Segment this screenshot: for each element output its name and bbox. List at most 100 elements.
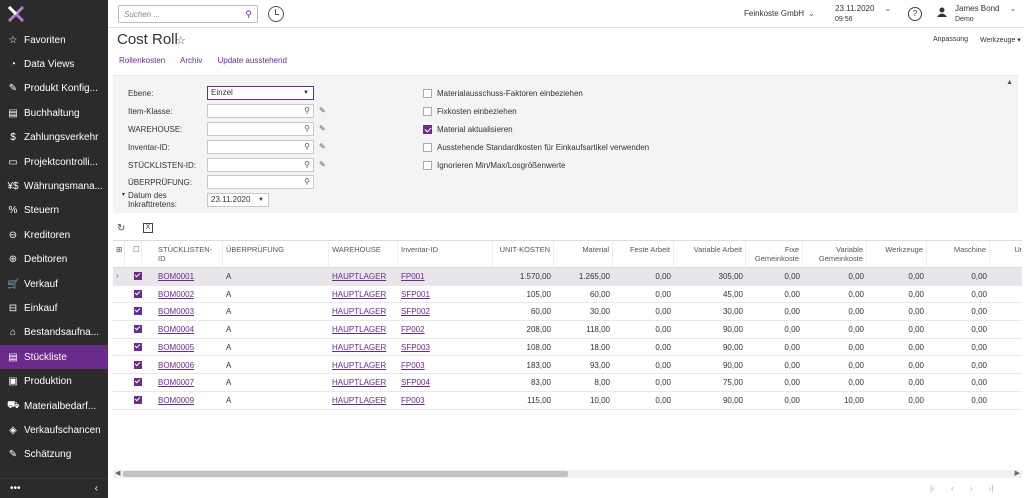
table-cell[interactable]: SFP003 bbox=[401, 342, 430, 352]
table-row[interactable]: BOM0009 A HAUPTLAGER FP003 115,00 10,00 0,00 90… bbox=[113, 392, 1022, 410]
row-checkbox[interactable] bbox=[134, 360, 142, 369]
sidebar-item-produkt-konfig[interactable]: ✎ Produkt Konfig... bbox=[0, 77, 108, 101]
column-header[interactable]: Variable Gemeinkoste bbox=[803, 241, 867, 268]
table-row[interactable]: › BOM0001 A HAUPTLAGER FP001 1.570,00 1.265,00… bbox=[113, 268, 1022, 286]
row-selector-icon[interactable]: ⊞ bbox=[113, 241, 125, 268]
date-selector[interactable]: 23.11.2020 ⌄ 09:56 bbox=[835, 4, 891, 25]
search-icon[interactable]: ⚲ bbox=[245, 9, 252, 19]
option-checkbox[interactable] bbox=[423, 89, 432, 98]
row-checkbox[interactable] bbox=[134, 378, 142, 387]
collapse-sidebar-icon[interactable]: ‹ bbox=[94, 483, 98, 494]
table-cell[interactable]: BOM0003 bbox=[158, 307, 195, 317]
sidebar-item-produktion[interactable]: ▣ Produktion bbox=[0, 369, 108, 393]
row-checkbox[interactable] bbox=[134, 289, 142, 298]
table-cell[interactable]: SFP004 bbox=[401, 378, 430, 388]
table-cell[interactable]: BOM0009 bbox=[158, 395, 195, 405]
warehouse-field[interactable]: ⚲ bbox=[207, 122, 314, 136]
table-cell[interactable]: HAUPTLAGER bbox=[332, 360, 387, 370]
edit-icon[interactable]: ✎ bbox=[319, 160, 326, 169]
item-class-field[interactable]: ⚲ bbox=[207, 104, 314, 118]
lookup-icon[interactable]: ⚲ bbox=[304, 106, 310, 115]
update-pending-button[interactable]: Update ausstehend bbox=[217, 56, 287, 65]
tools-menu-button[interactable]: Werkzeuge ▾ bbox=[980, 37, 1021, 44]
sidebar-item-schätzung[interactable]: ✎ Schätzung bbox=[0, 443, 108, 467]
sidebar-item-währungsmana[interactable]: ¥$ Währungsmana... bbox=[0, 174, 108, 198]
table-row[interactable]: BOM0004 A HAUPTLAGER FP002 208,00 118,00 0,00 9… bbox=[113, 321, 1022, 339]
lookup-icon[interactable]: ⚲ bbox=[304, 177, 310, 186]
history-icon[interactable] bbox=[268, 6, 284, 22]
table-cell[interactable]: HAUPTLAGER bbox=[332, 342, 387, 352]
edit-icon[interactable]: ✎ bbox=[319, 142, 326, 151]
table-row[interactable]: BOM0006 A HAUPTLAGER FP003 183,00 93,00 0,00 90… bbox=[113, 357, 1022, 375]
scroll-left-icon[interactable]: ◀ bbox=[115, 470, 121, 477]
column-header[interactable]: ÜBERPRÜFUNG bbox=[223, 241, 329, 268]
column-header[interactable]: Werkzeuge bbox=[867, 241, 927, 268]
sidebar-item-einkauf[interactable]: ⊟ Einkauf bbox=[0, 296, 108, 320]
sidebar-item-kreditoren[interactable]: ⊖ Kreditoren bbox=[0, 223, 108, 247]
table-cell[interactable]: SFP001 bbox=[401, 289, 430, 299]
table-cell[interactable]: FP003 bbox=[401, 395, 425, 405]
option-checkbox[interactable] bbox=[423, 161, 432, 170]
table-cell[interactable]: HAUPTLAGER bbox=[332, 272, 387, 281]
lookup-icon[interactable]: ⚲ bbox=[304, 142, 310, 151]
option-checkbox[interactable] bbox=[423, 125, 432, 134]
sidebar-item-verkauf[interactable]: 🛒 Verkauf bbox=[0, 272, 108, 296]
archive-button[interactable]: Archiv bbox=[180, 56, 203, 65]
column-header[interactable]: Feste Arbeit bbox=[613, 241, 674, 268]
table-row[interactable]: BOM0007 A HAUPTLAGER SFP004 83,00 8,00 0,00 75,… bbox=[113, 374, 1022, 392]
help-icon[interactable]: ? bbox=[908, 7, 922, 21]
table-cell[interactable]: HAUPTLAGER bbox=[332, 325, 387, 335]
scroll-right-icon[interactable]: ▶ bbox=[1014, 470, 1020, 477]
lookup-icon[interactable]: ⚲ bbox=[304, 124, 310, 133]
sidebar-item-stückliste[interactable]: ▤ Stückliste bbox=[0, 345, 108, 370]
pager[interactable]: |‹ ‹ › ›| bbox=[930, 484, 994, 493]
table-cell[interactable]: BOM0001 bbox=[158, 272, 195, 281]
table-cell[interactable]: FP001 bbox=[401, 272, 425, 281]
sidebar-item-materialbedarf[interactable]: ⛟ Materialbedarf... bbox=[0, 394, 108, 418]
table-cell[interactable]: BOM0007 bbox=[158, 378, 195, 388]
table-cell[interactable]: BOM0002 bbox=[158, 289, 195, 299]
user-menu[interactable]: James Bond ⌄ Demo bbox=[937, 4, 1016, 25]
column-header[interactable]: Untervertrag bbox=[990, 241, 1022, 268]
search-input[interactable]: Suchen ... ⚲ bbox=[118, 5, 258, 23]
row-checkbox[interactable] bbox=[134, 272, 142, 280]
table-cell[interactable]: FP003 bbox=[401, 360, 425, 370]
revision-field[interactable]: ⚲ bbox=[207, 175, 314, 189]
calendar-dropdown-icon[interactable]: ▼ bbox=[258, 197, 264, 203]
column-header[interactable]: Fixe Gemeinkoste bbox=[746, 241, 803, 268]
app-logo[interactable] bbox=[0, 0, 108, 28]
table-cell[interactable]: BOM0005 bbox=[158, 342, 195, 352]
table-row[interactable]: BOM0002 A HAUPTLAGER SFP001 105,00 60,00 0,00 4… bbox=[113, 286, 1022, 304]
column-header[interactable]: Material bbox=[554, 241, 613, 268]
table-cell[interactable]: HAUPTLAGER bbox=[332, 378, 387, 388]
table-row[interactable]: BOM0003 A HAUPTLAGER SFP002 60,00 30,00 0,00 30… bbox=[113, 303, 1022, 322]
more-icon[interactable]: ••• bbox=[10, 483, 21, 494]
sidebar-item-steuern[interactable]: % Steuern bbox=[0, 199, 108, 223]
favorite-star-icon[interactable]: ☆ bbox=[176, 35, 186, 47]
company-selector[interactable]: Feinkoste GmbH ⌄ bbox=[744, 9, 815, 18]
table-cell[interactable]: HAUPTLAGER bbox=[332, 307, 387, 317]
column-header[interactable]: STÜCKLISTEN-ID bbox=[155, 241, 223, 268]
row-checkbox[interactable] bbox=[134, 395, 142, 404]
row-checkbox[interactable] bbox=[134, 307, 142, 316]
column-header[interactable]: WAREHOUSE bbox=[329, 241, 398, 268]
sidebar-item-bestandsaufna[interactable]: ⌂ Bestandsaufna... bbox=[0, 321, 108, 345]
sidebar-item-debitoren[interactable]: ⊕ Debitoren bbox=[0, 248, 108, 272]
refresh-icon[interactable]: ↻ bbox=[117, 223, 126, 234]
select-all-checkbox[interactable]: ☐ bbox=[130, 241, 142, 268]
sidebar-item-projektcontrolli[interactable]: ▭ Projektcontrolli... bbox=[0, 150, 108, 174]
table-cell[interactable]: HAUPTLAGER bbox=[332, 395, 387, 405]
table-cell[interactable]: FP002 bbox=[401, 325, 425, 335]
sidebar-item-verkaufschancen[interactable]: ◈ Verkaufschancen bbox=[0, 418, 108, 442]
table-cell[interactable]: BOM0006 bbox=[158, 360, 195, 370]
table-cell[interactable]: HAUPTLAGER bbox=[332, 289, 387, 299]
option-checkbox[interactable] bbox=[423, 107, 432, 116]
edit-icon[interactable]: ✎ bbox=[319, 124, 326, 133]
edit-icon[interactable]: ✎ bbox=[319, 106, 326, 115]
horizontal-scrollbar[interactable]: ◀ ▶ bbox=[113, 470, 1022, 478]
column-header[interactable]: Maschine bbox=[927, 241, 990, 268]
column-header[interactable]: UNIT-KOSTEN bbox=[493, 241, 554, 268]
sidebar-item-zahlungsverkehr[interactable]: $ Zahlungsverkehr bbox=[0, 126, 108, 150]
inventory-id-field[interactable]: ⚲ bbox=[207, 140, 314, 154]
sidebar-item-buchhaltung[interactable]: ▤ Buchhaltung bbox=[0, 101, 108, 125]
